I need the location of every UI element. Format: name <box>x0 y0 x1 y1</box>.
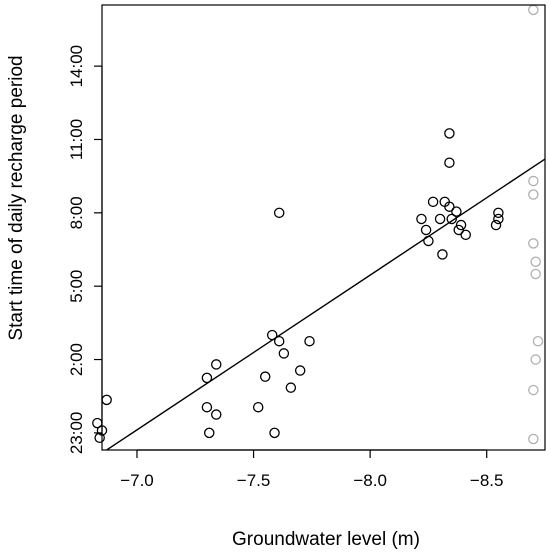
y-tick-label: 2:00 <box>67 343 86 376</box>
data-point <box>304 335 315 347</box>
data-point <box>278 348 290 359</box>
data-point <box>201 372 213 384</box>
data-point-grey <box>528 4 539 16</box>
data-point-grey <box>530 256 541 267</box>
data-point <box>453 224 464 236</box>
plot-frame <box>101 4 546 451</box>
data-point <box>493 207 504 219</box>
x-tick-label: −8.0 <box>353 471 387 490</box>
data-point-grey <box>530 268 541 280</box>
data-point <box>273 335 285 347</box>
y-tick-label: 23:00 <box>67 412 86 455</box>
data-point-grey <box>530 354 541 365</box>
plot-marks <box>92 4 545 450</box>
data-point-grey <box>528 238 539 249</box>
data-point <box>437 249 448 260</box>
data-point-grey <box>532 335 544 347</box>
data-point <box>455 219 467 231</box>
data-point <box>423 235 434 247</box>
data-point <box>416 213 427 225</box>
data-point <box>210 409 222 420</box>
data-point <box>444 128 455 139</box>
data-point <box>285 382 297 393</box>
data-point <box>266 329 278 341</box>
data-point-grey <box>528 384 539 396</box>
y-tick-label: 11:00 <box>67 119 86 160</box>
data-point <box>460 229 471 241</box>
y-tick-label: 14:00 <box>67 45 86 88</box>
data-point <box>210 359 222 370</box>
data-point <box>294 365 306 376</box>
data-point <box>451 206 462 217</box>
data-point <box>493 213 504 225</box>
data-point <box>201 401 213 413</box>
data-point <box>252 401 264 413</box>
data-point <box>204 427 215 439</box>
data-point-grey <box>528 433 539 445</box>
data-point <box>427 196 439 208</box>
data-point <box>259 371 271 382</box>
y-tick-label: 5:00 <box>67 270 86 303</box>
data-point-grey <box>528 175 539 187</box>
data-point <box>490 219 502 231</box>
data-point-grey <box>528 189 539 200</box>
x-tick-label: −8.5 <box>470 471 504 490</box>
data-point <box>444 201 455 212</box>
x-tick-label: −7.0 <box>120 471 154 490</box>
data-point <box>101 394 112 406</box>
data-point <box>444 157 455 168</box>
data-point <box>269 427 280 439</box>
data-point <box>420 224 432 236</box>
x-axis-title: Groundwater level (m) <box>232 529 420 550</box>
y-tick-label: 8:00 <box>67 196 86 229</box>
data-point <box>273 207 285 219</box>
y-axis-title: Start time of daily recharge period <box>6 55 27 340</box>
x-tick-label: −7.5 <box>237 471 271 490</box>
data-point <box>434 213 446 225</box>
axes: −7.0 −7.5 −8.0 −8.5 23:00 2:00 5:00 8:00 11:00 14… <box>67 4 546 490</box>
regression-line <box>106 158 545 450</box>
data-point <box>446 213 457 225</box>
